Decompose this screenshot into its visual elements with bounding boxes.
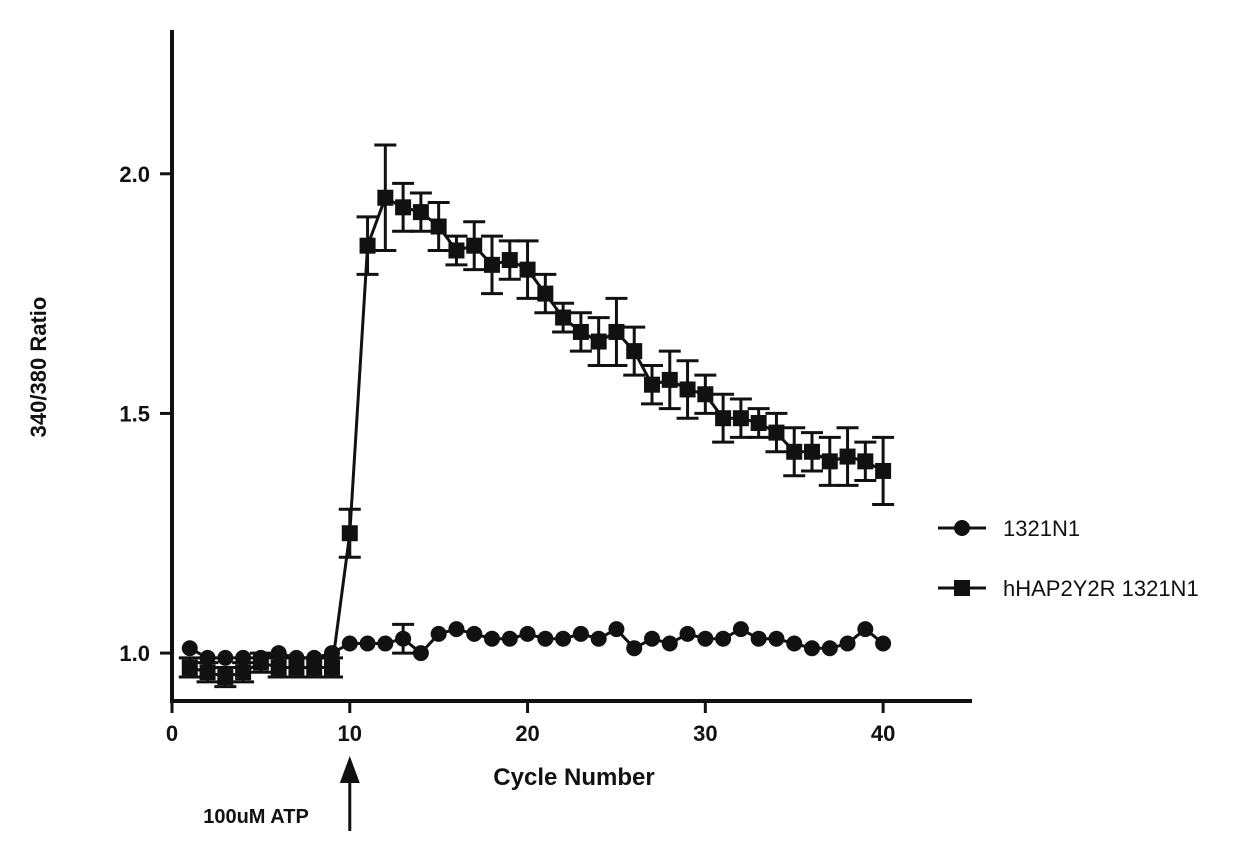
data-point-square [572,323,589,340]
legend-label: 1321N1 [1003,516,1080,541]
ticks: 0 10 20 30 40 1.0 1.5 2.0 [119,162,895,746]
series-2 [178,143,895,689]
data-point-circle [732,621,749,638]
y-tick-label: 2.0 [119,162,150,187]
data-point-square [857,453,874,470]
data-point-square [555,309,572,326]
data-point-square [217,669,234,686]
data-point-circle [804,640,820,657]
x-tick-label: 40 [871,721,895,746]
data-point-circle [181,640,198,657]
data-point-square [377,189,394,206]
data-point-square [412,204,429,221]
data-point-circle [519,625,536,642]
data-point-circle [875,635,892,652]
data-point-square [644,376,660,393]
data-point-square [715,410,732,427]
data-point-square [430,218,447,235]
data-point-circle [430,625,447,642]
y-tick-label: 1.0 [119,641,150,666]
data-point-square [804,443,820,460]
legend-marker-square [954,580,970,596]
data-point-square [181,659,198,676]
data-point-square [732,410,749,427]
data-point-circle [750,630,767,647]
data-point-circle [341,635,358,652]
data-point-square [484,256,500,273]
x-tick-label: 10 [338,721,362,746]
x-tick-label: 30 [693,721,717,746]
data-point-square [679,381,696,398]
data-point-square [199,664,216,681]
data-point-square [341,525,358,542]
data-point-circle [217,649,234,666]
data-point-circle [626,640,643,657]
data-point-circle [608,621,625,638]
data-point-square [697,386,714,403]
data-point-square [768,424,785,441]
y-tick-label: 1.5 [119,401,150,426]
data-point-circle [377,635,394,652]
data-point-circle [821,640,838,657]
legend: 1321N1 hHAP2Y2R 1321N1 [938,516,1199,601]
data-point-circle [537,630,554,647]
annotation-text: 100uM ATP [203,806,309,828]
data-point-square [359,237,376,254]
data-point-square [466,237,483,254]
data-point-square [661,371,678,388]
data-point-square [875,462,892,479]
legend-item: hHAP2Y2R 1321N1 [938,576,1199,601]
atp-annotation: 100uM ATP [203,756,360,831]
data-point-square [839,448,856,465]
data-point-circle [448,621,465,638]
data-point-square [821,453,838,470]
series-line [189,195,884,679]
data-point-circle [786,635,803,652]
data-point-square [608,323,625,340]
data-point-square [501,252,518,269]
data-point-circle [679,625,696,642]
data-point-circle [715,630,732,647]
legend-label: hHAP2Y2R 1321N1 [1003,576,1199,601]
data-point-square [306,659,323,676]
data-point-square [519,261,536,278]
data-point-square [786,443,803,460]
data-point-square [288,659,305,676]
data-point-square [252,654,269,671]
data-point-circle [466,625,483,642]
data-point-circle [839,635,856,652]
data-point-circle [661,635,678,652]
data-point-square [590,333,607,350]
y-axis-label: 340/380 Ratio [26,297,51,438]
legend-marker-circle [954,520,970,536]
x-axis-label: Cycle Number [493,764,654,791]
data-point-circle [857,621,874,638]
data-point-circle [555,630,572,647]
axes [170,30,972,703]
data-point-square [395,199,412,216]
data-point-circle [590,630,607,647]
data-point-square [235,664,252,681]
data-point-circle [395,630,412,647]
data-point-square [270,659,287,676]
data-point-circle [412,645,429,662]
data-point-circle [359,635,376,652]
plot-area [178,143,895,689]
x-tick-label: 0 [166,721,178,746]
x-tick-label: 20 [515,721,539,746]
data-point-square [448,242,465,259]
data-point-square [750,415,767,432]
data-point-circle [697,630,714,647]
data-point-circle [768,630,785,647]
data-point-circle [572,625,589,642]
data-point-circle [501,630,518,647]
data-point-square [537,285,554,302]
annotation-arrow [339,756,360,783]
data-point-circle [644,630,660,647]
data-point-square [324,659,340,676]
data-point-circle [484,630,500,647]
legend-item: 1321N1 [938,516,1080,541]
data-point-square [626,343,643,360]
